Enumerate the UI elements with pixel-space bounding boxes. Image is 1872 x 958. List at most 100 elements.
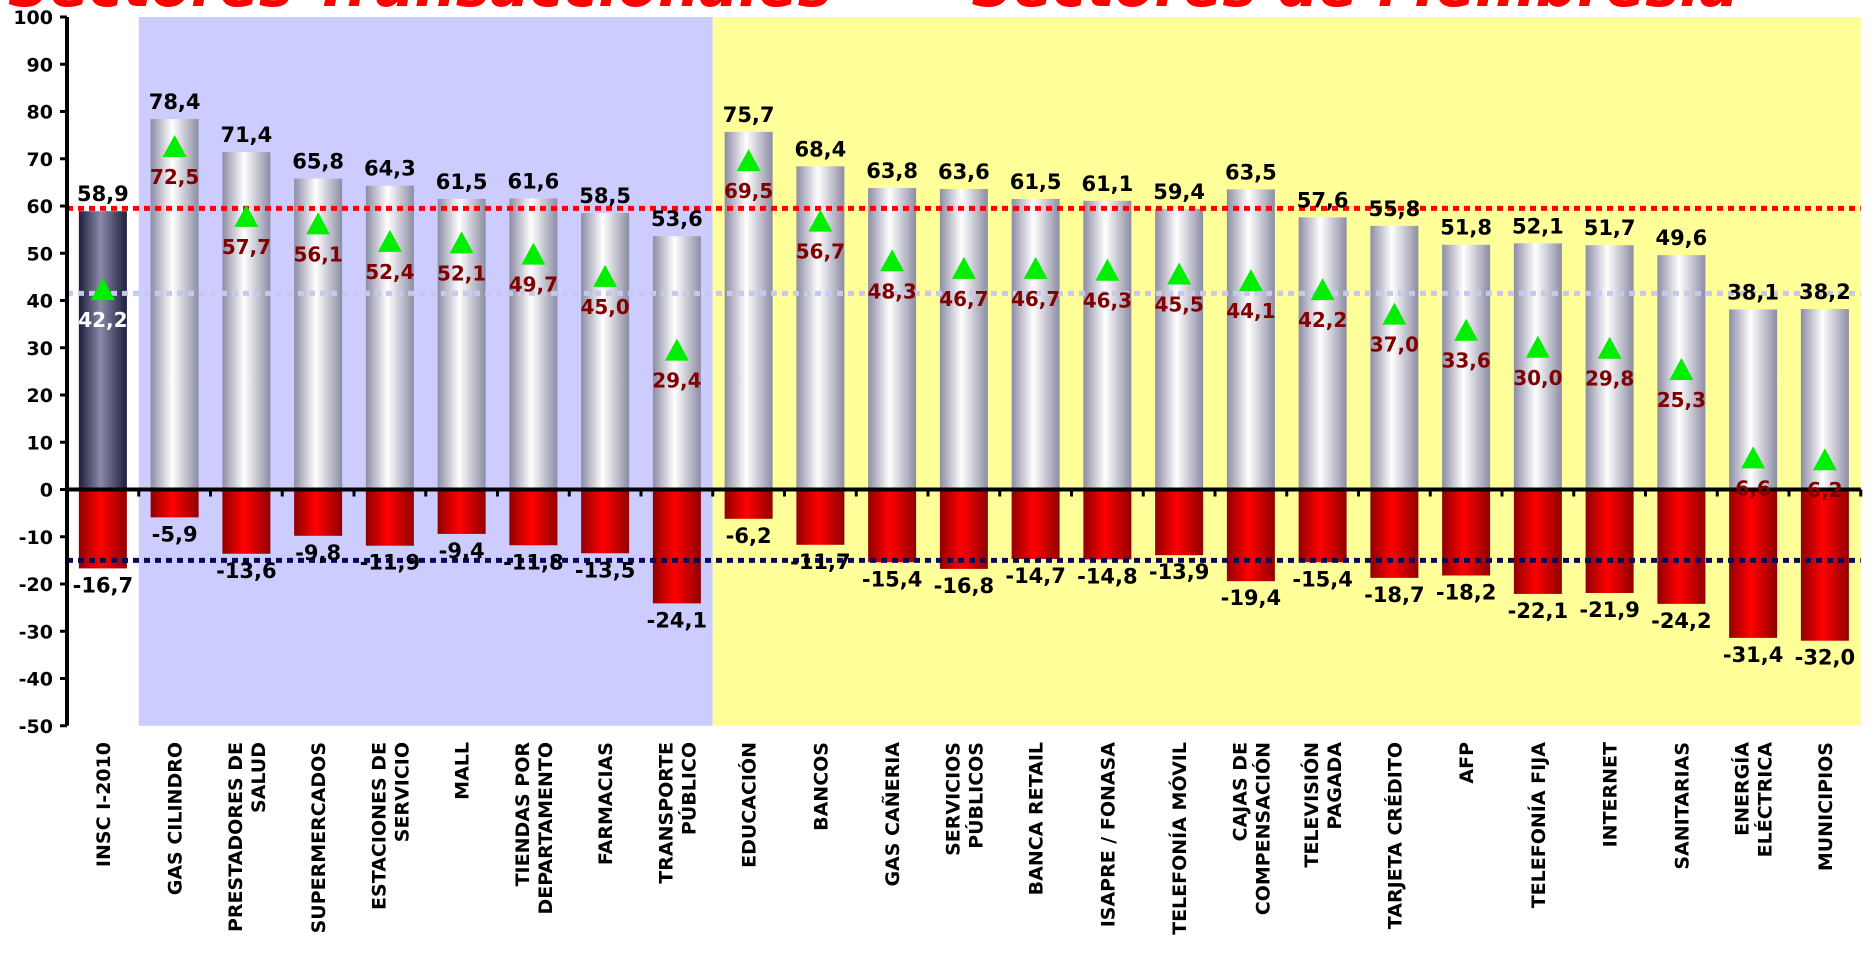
triangle-marker [1597, 336, 1622, 359]
category-label-line: ISAPRE / FONASA [1097, 742, 1119, 928]
marker-value-label: 48,3 [867, 279, 916, 303]
negative-bar [1729, 489, 1778, 638]
positive-bar [652, 236, 701, 490]
triangle-marker [1238, 269, 1263, 292]
marker-value-label: 42,2 [1298, 308, 1347, 332]
positive-bar [78, 211, 127, 490]
positive-bar [1298, 217, 1347, 490]
positive-value-label: 68,4 [794, 137, 846, 161]
category-label: MALL [452, 742, 474, 800]
category-label-line: TELEFONÍA MÓVIL [1167, 742, 1191, 935]
negative-bar [796, 489, 845, 545]
negative-value-label: -24,2 [1651, 609, 1712, 633]
category-label-line: ESTACIONES DE [368, 742, 390, 910]
category-label-line: BANCA RETAIL [1026, 742, 1048, 895]
triangle-marker [1741, 446, 1766, 469]
negative-value-label: -13,9 [1149, 560, 1210, 584]
category-label-line: FARMACIAS [595, 742, 617, 865]
negative-value-label: -9,8 [295, 541, 341, 565]
positive-bar [509, 198, 558, 490]
category-label-line: TRANSPORTE [655, 742, 677, 884]
category-label-line: PÚBLICO [676, 742, 700, 835]
negative-bar [724, 489, 773, 519]
category-label: TELEVISIÓNPAGADA [1299, 742, 1346, 868]
triangle-marker [808, 209, 833, 232]
triangle-marker [521, 242, 546, 265]
category-label-line: TELEVISIÓN [1299, 742, 1323, 868]
markers [90, 134, 1837, 471]
triangle-marker [306, 212, 331, 235]
category-label-line: PRESTADORES DE [225, 742, 247, 932]
negative-value-label: -15,4 [862, 567, 923, 591]
category-label-line: SERVICIO [391, 742, 413, 842]
negative-bar [294, 489, 343, 536]
triangle-marker [1669, 357, 1694, 380]
positive-value-label: 61,5 [1010, 170, 1062, 194]
header-membresia: Sectores de Membresía [971, 0, 1738, 20]
positive-value-label: 57,6 [1297, 188, 1349, 212]
triangle-marker [1095, 258, 1120, 281]
marker-value-label: 56,7 [796, 240, 845, 264]
category-label: TRANSPORTEPÚBLICO [655, 742, 700, 884]
negative-bar [1155, 489, 1204, 556]
category-label-line: COMPENSACIÓN [1250, 742, 1274, 915]
marker-value-label: 72,5 [150, 165, 199, 189]
y-tick-label: 70 [27, 149, 53, 171]
category-label-line: MUNICIPIOS [1815, 742, 1837, 871]
negative-bar [1800, 489, 1849, 641]
negative-value-label: -18,2 [1436, 580, 1497, 604]
marker-value-label: 52,1 [437, 261, 486, 285]
marker-value-label: 37,0 [1370, 333, 1419, 357]
category-label: ISAPRE / FONASA [1097, 742, 1119, 928]
positive-bar [1155, 208, 1204, 490]
y-tick-label: -10 [19, 527, 53, 549]
negative-bar [939, 489, 988, 569]
category-label-line: GAS CAÑERIA [880, 742, 904, 887]
positive-value-label: 49,6 [1655, 226, 1707, 250]
marker-value-label: 56,1 [293, 242, 342, 266]
category-label-line: GAS CILINDRO [165, 742, 187, 895]
positive-value-label: 58,5 [579, 184, 631, 208]
negative-value-label: -14,7 [1005, 564, 1066, 588]
positive-bar [1226, 189, 1275, 490]
category-label: MUNICIPIOS [1815, 742, 1837, 871]
positive-value-label: 63,8 [866, 159, 918, 183]
negative-bar [1226, 489, 1275, 582]
y-tick-label: 30 [27, 338, 53, 360]
negative-value-label: -21,9 [1579, 598, 1640, 622]
category-label: SERVICIOSPÚBLICOS [942, 742, 987, 856]
negative-bar [1370, 489, 1419, 578]
negative-bar [150, 489, 199, 518]
category-label-line: INSC I-2010 [93, 742, 115, 867]
positive-bar [1370, 225, 1419, 490]
negative-bar [868, 489, 917, 563]
positive-value-label: 58,9 [77, 182, 129, 206]
category-label: BANCA RETAIL [1026, 742, 1048, 895]
marker-value-label: 30,0 [1513, 366, 1562, 390]
negative-bar [78, 489, 127, 569]
triangle-marker [90, 278, 115, 301]
marker-value-label: 33,6 [1441, 349, 1490, 373]
triangle-marker [234, 204, 259, 227]
positive-bar [222, 152, 271, 490]
negative-value-label: -6,2 [726, 524, 772, 548]
positive-value-label: 38,1 [1727, 280, 1779, 304]
negative-value-label: -32,0 [1795, 646, 1856, 670]
category-label: CAJAS DECOMPENSACIÓN [1229, 742, 1274, 915]
reference-lines [67, 205, 1861, 563]
value-labels: 58,9 -16,7 42,2 78,4 -5,9 72,5 71,4 -13,6 57,7 65… [73, 90, 1856, 670]
triangle-marker [951, 256, 976, 279]
positive-value-label: 53,6 [651, 207, 703, 231]
negative-bar [1298, 489, 1347, 563]
category-label-line: BANCOS [810, 742, 832, 831]
category-label-line: ENERGÍA [1731, 742, 1754, 836]
marker-value-label: 45,0 [580, 295, 629, 319]
y-tick-label: 60 [27, 196, 53, 218]
positive-bar [1442, 244, 1491, 490]
y-tick-label: 80 [27, 102, 53, 124]
positive-value-label: 52,1 [1512, 214, 1564, 238]
negative-bar [581, 489, 630, 554]
category-label: EDUCACIÓN [737, 742, 761, 868]
